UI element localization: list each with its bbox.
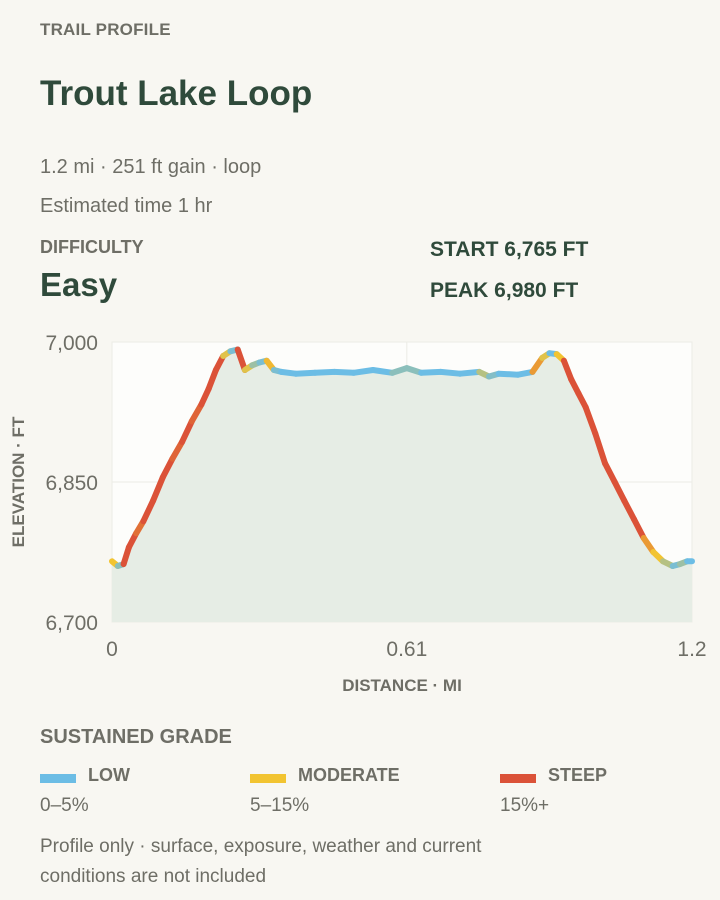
legend-swatch-moderate <box>250 774 286 783</box>
y-axis-label: ELEVATION · FT <box>9 416 28 547</box>
legend-swatch-low <box>40 774 76 783</box>
section-eyebrow: TRAIL PROFILE <box>40 20 171 39</box>
profile-segment <box>234 346 248 373</box>
difficulty-value: Easy <box>40 266 118 303</box>
profile-segment <box>457 368 483 377</box>
profile-segment <box>312 368 338 376</box>
legend-swatch-steep <box>500 774 536 783</box>
legend-range-low: 0–5% <box>40 795 89 816</box>
x-tick-label: 1.2 <box>677 638 706 661</box>
profile-segment <box>437 368 463 377</box>
y-axis-ticks: 6,700 6,850 7,000 <box>45 332 98 635</box>
profile-segment <box>350 367 376 376</box>
legend-label-steep: STEEP <box>548 765 608 785</box>
profile-segment <box>602 460 618 485</box>
profile-segment <box>582 404 599 437</box>
y-tick-label: 7,000 <box>45 332 98 355</box>
x-axis-ticks: 0 0.61 1.2 <box>106 638 706 661</box>
profile-segment <box>495 370 521 378</box>
profile-segment <box>418 368 444 376</box>
trail-summary: 1.2 mi · 251 ft gain · loop <box>40 156 262 178</box>
x-tick-label: 0.61 <box>386 638 427 661</box>
profile-segment <box>169 438 186 462</box>
profile-segment <box>292 369 318 377</box>
profile-segment <box>621 497 637 523</box>
profile-segment <box>370 367 396 376</box>
legend-range-moderate: 5–15% <box>250 795 310 816</box>
x-tick-label: 0 <box>106 638 118 661</box>
legend-range-steep: 15%+ <box>500 795 550 816</box>
peak-elevation: PEAK 6,980 FT <box>430 279 579 302</box>
profile-segment <box>150 474 166 504</box>
profile-segment <box>331 368 357 376</box>
legend-label-moderate: MODERATE <box>298 765 400 785</box>
profile-segment <box>205 367 219 392</box>
profile-segment <box>560 357 575 383</box>
start-elevation: START 6,765 FT <box>430 238 589 261</box>
difficulty-label: DIFFICULTY <box>40 237 144 257</box>
profile-segment <box>159 455 176 481</box>
elevation-profile-line <box>109 346 695 569</box>
y-tick-label: 6,700 <box>45 612 98 635</box>
profile-segment <box>179 418 195 445</box>
elevation-area <box>112 349 692 622</box>
profile-segment <box>188 401 205 425</box>
profile-segment <box>631 516 647 541</box>
estimated-time: Estimated time 1 hr <box>40 195 213 217</box>
profile-segment <box>592 430 608 467</box>
y-tick-label: 6,850 <box>45 472 98 495</box>
trail-title: Trout Lake Loop <box>40 74 313 113</box>
profile-segment <box>611 479 628 504</box>
legend-label-low: LOW <box>88 765 130 785</box>
footnote: Profile only · surface, exposure, weathe… <box>40 836 482 887</box>
legend-title: SUSTAINED GRADE <box>40 726 232 748</box>
profile-segment <box>140 497 157 525</box>
x-axis-label: DISTANCE · MI <box>342 676 462 695</box>
